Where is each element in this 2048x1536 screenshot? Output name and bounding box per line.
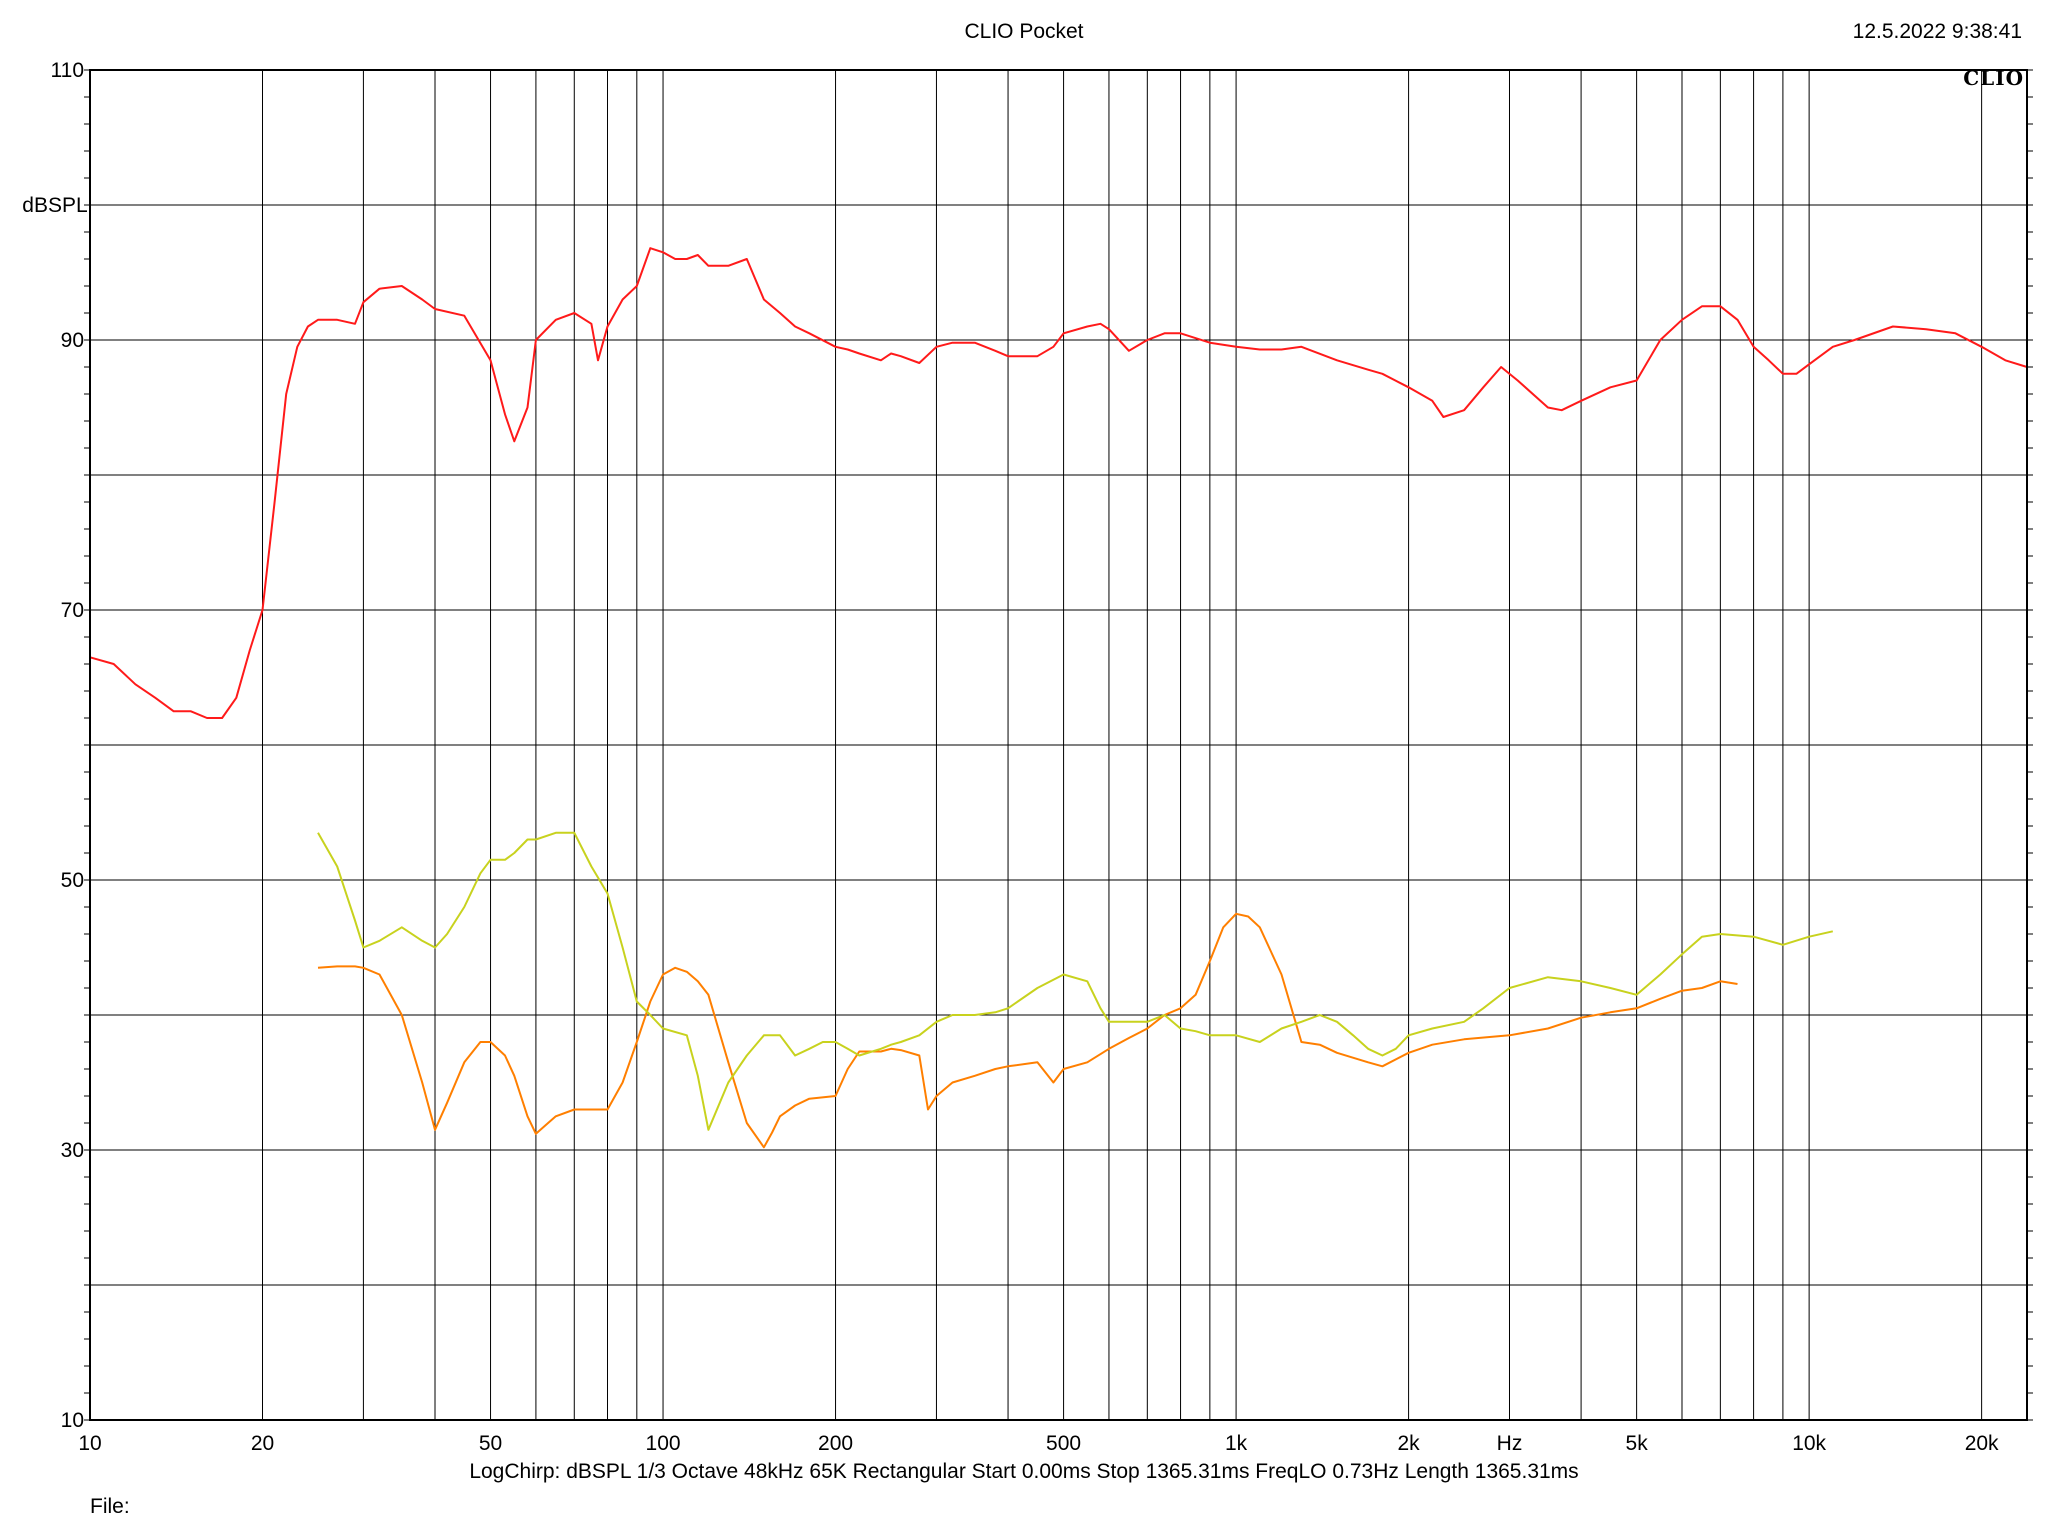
clio-brand-logo: CLIO: [1963, 66, 2024, 90]
grid-lines: [90, 70, 2027, 1420]
x-tick-label: 200: [818, 1432, 853, 1455]
y-tick-label: 90: [61, 329, 84, 352]
x-tick-label: 100: [646, 1432, 681, 1455]
plot-frame: [89, 69, 2028, 1421]
x-tick-label: 10: [78, 1432, 101, 1455]
y-tick-label: 10: [61, 1409, 84, 1432]
y-axis-label: dBSPL: [22, 194, 87, 217]
measurement-settings: LogChirp: dBSPL 1/3 Octave 48kHz 65K Rec…: [469, 1460, 1579, 1483]
y-tick-label: 70: [61, 599, 84, 622]
timestamp: 12.5.2022 9:38:41: [1852, 20, 2022, 43]
y-tick-label: 110: [51, 59, 84, 82]
file-label: File:: [90, 1495, 130, 1518]
x-tick-label: 20: [251, 1432, 274, 1455]
x-tick-labels: 10 20 50 100 200 500 1k 2k 5k 10k 20k: [78, 1432, 1999, 1455]
x-tick-label: 500: [1046, 1432, 1081, 1455]
x-tick-label: 2k: [1397, 1432, 1420, 1455]
series-line-3: [317, 831, 1834, 1131]
x-tick-label: 50: [479, 1432, 502, 1455]
x-tick-label: 10k: [1792, 1432, 1826, 1455]
chart-title: CLIO Pocket: [964, 20, 1084, 43]
x-tick-label: 5k: [1626, 1432, 1649, 1455]
x-tick-label: 20k: [1965, 1432, 1999, 1455]
x-axis-unit-label: Hz: [1497, 1432, 1523, 1455]
series-line-1: [89, 247, 2028, 719]
x-tick-label: 1k: [1225, 1432, 1248, 1455]
y-tick-labels: 110 90 70 50 30 10: [51, 59, 84, 1432]
curves: [89, 247, 2028, 1149]
y-tick-label: 30: [61, 1139, 84, 1162]
y-tick-label: 50: [61, 869, 84, 892]
series-line-2: [317, 912, 1738, 1149]
